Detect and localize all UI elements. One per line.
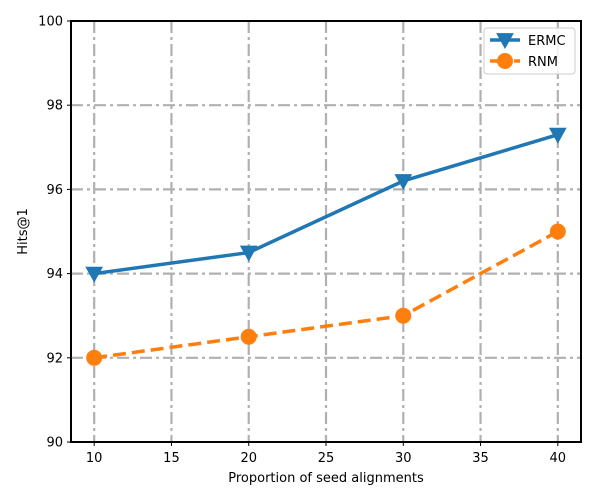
legend-marker-rnm bbox=[497, 53, 513, 69]
y-tick-label: 90 bbox=[46, 436, 63, 451]
series-line-rnm bbox=[93, 229, 559, 360]
grid bbox=[71, 21, 581, 442]
x-tick-label: 25 bbox=[318, 451, 335, 466]
legend-marker-ermc bbox=[496, 33, 514, 50]
legend: ERMC RNM bbox=[483, 27, 576, 75]
data-point-rnm bbox=[86, 349, 103, 366]
data-point-ermc bbox=[394, 174, 413, 191]
data-point-ermc bbox=[548, 127, 567, 144]
y-tick-label: 94 bbox=[46, 267, 63, 282]
x-tick-label: 40 bbox=[550, 451, 567, 466]
y-axis-label: Hits@1 bbox=[16, 208, 31, 255]
data-point-rnm bbox=[395, 307, 412, 324]
x-tick-label: 15 bbox=[163, 451, 180, 466]
y-tick-label: 92 bbox=[46, 351, 63, 366]
x-tick-label: 30 bbox=[395, 451, 412, 466]
y-tick-label: 100 bbox=[38, 15, 63, 30]
x-axis-label: Proportion of seed alignments bbox=[228, 471, 424, 486]
axis-ticks: 10 15 20 25 30 35 40 90 92 94 96 98 100 bbox=[38, 15, 566, 467]
data-point-rnm bbox=[240, 328, 257, 345]
data-point-rnm bbox=[549, 223, 566, 240]
series-ermc bbox=[85, 127, 567, 283]
legend-label-ermc: ERMC bbox=[528, 34, 566, 49]
series-line-ermc bbox=[93, 132, 559, 276]
legend-label-rnm: RNM bbox=[528, 55, 558, 70]
x-tick-label: 10 bbox=[86, 451, 103, 466]
series-rnm bbox=[86, 223, 566, 366]
x-tick-label: 20 bbox=[240, 451, 257, 466]
data-point-ermc bbox=[85, 266, 104, 283]
y-tick-label: 96 bbox=[46, 183, 63, 198]
x-tick-label: 35 bbox=[472, 451, 489, 466]
y-tick-label: 98 bbox=[46, 99, 63, 114]
plot-series bbox=[85, 127, 567, 366]
data-point-ermc bbox=[239, 245, 258, 262]
